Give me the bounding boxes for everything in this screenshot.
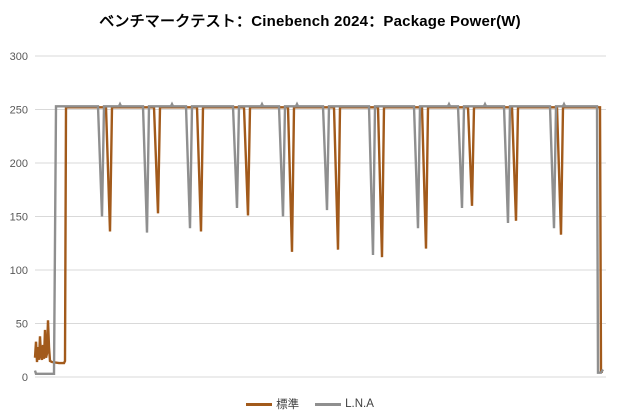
legend-swatch-lna (315, 402, 342, 406)
series-line-lna (33, 101, 605, 375)
y-tick-label: 300 (10, 51, 28, 63)
y-tick-label: 250 (10, 105, 28, 117)
y-tick-label: 50 (16, 319, 28, 331)
y-tick-label: 100 (10, 265, 28, 277)
y-tick-label: 0 (22, 372, 28, 384)
y-tick-label: 150 (10, 212, 28, 224)
legend-label-lna: L.N.A (345, 398, 374, 410)
legend-label-standard: 標準 (276, 399, 300, 411)
legend-swatch-standard (246, 402, 273, 406)
legend-item-standard: 標準 (246, 396, 299, 412)
y-tick-label: 200 (10, 158, 28, 170)
legend-item-lna: L.N.A (315, 398, 374, 410)
chart-legend: 標準 L.N.A (0, 396, 620, 412)
chart-title: ベンチマークテスト：Cinebench 2024：Package Power(W… (99, 13, 521, 30)
series-line-standard (33, 106, 603, 373)
